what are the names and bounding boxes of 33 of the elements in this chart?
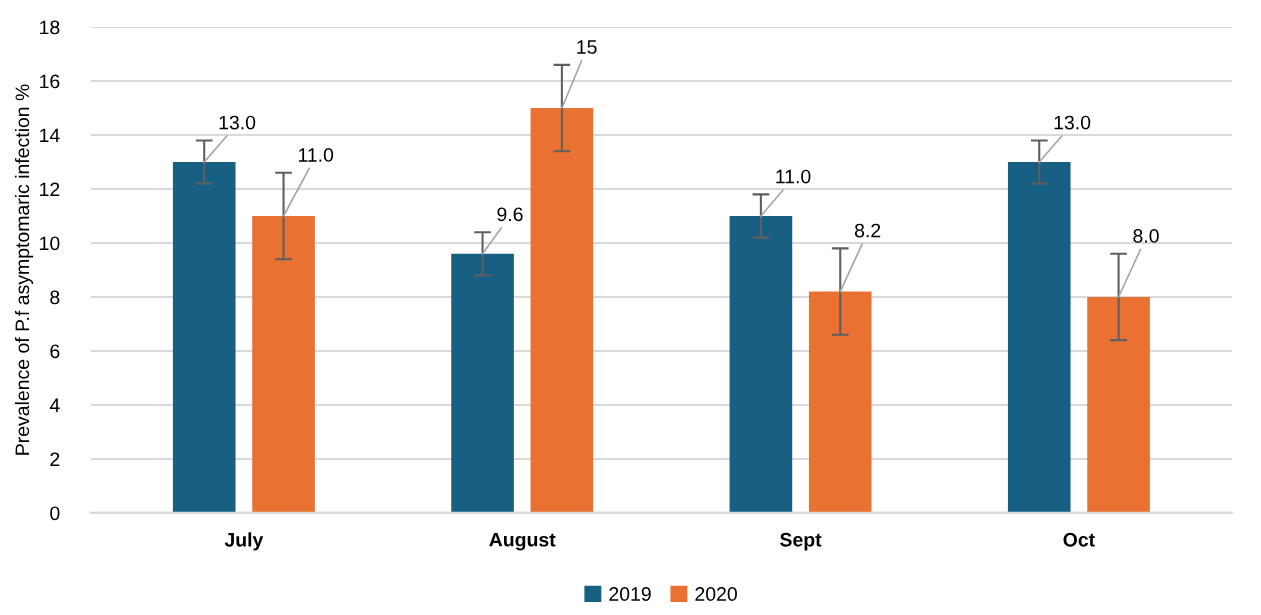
bar: [1087, 296, 1150, 513]
data-label: 11.0: [776, 169, 811, 184]
y-axis-title: Prevalence of P.f asymptomaric infection %: [14, 84, 34, 455]
y-tick-label: 18: [40, 20, 60, 35]
x-tick-label: Oct: [1063, 532, 1095, 547]
y-tick-label: 2: [50, 452, 60, 466]
data-label: 8.0: [1133, 229, 1159, 243]
y-tick-label: 8: [50, 290, 60, 305]
data-label: 15: [577, 40, 597, 54]
data-label: 11.0: [298, 148, 334, 162]
legend-label: 2020: [695, 587, 737, 601]
y-tick-label: 4: [49, 398, 60, 412]
bar: [729, 216, 793, 513]
bar: [530, 108, 594, 513]
y-tick-label: 10: [40, 236, 60, 251]
bar: [252, 216, 315, 513]
y-tick-label: 6: [50, 344, 60, 359]
bar: [808, 291, 872, 513]
legend-label: 2019: [609, 587, 651, 601]
x-tick-label: August: [489, 532, 556, 551]
bar: [451, 253, 514, 513]
y-tick-label: 12: [40, 182, 60, 197]
bar: [1007, 162, 1071, 513]
x-tick-label: Sept: [780, 532, 822, 551]
data-label: 13.0: [219, 115, 256, 130]
data-label: 9.6: [497, 207, 523, 222]
bar: [172, 162, 236, 513]
y-tick-label: 14: [40, 128, 60, 143]
data-label: 13.0: [1054, 115, 1091, 130]
y-tick-label: 16: [40, 74, 60, 89]
x-tick-label: July: [224, 532, 264, 551]
y-tick-label: 0: [50, 506, 60, 521]
data-label: 8.2: [854, 223, 881, 238]
